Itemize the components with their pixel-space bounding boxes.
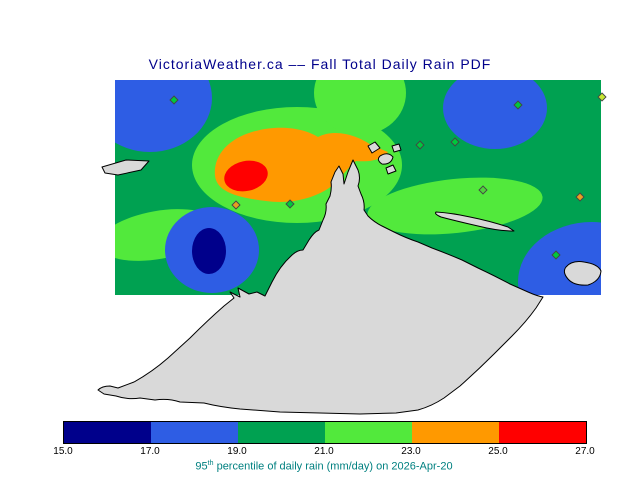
mainland-victoria-saanich — [97, 159, 544, 415]
station-markers — [169, 92, 607, 260]
small-island-1 — [367, 141, 381, 154]
contour-band-25-27-maximum — [224, 160, 268, 192]
coastlines — [97, 141, 602, 415]
colorbar-tick-label: 27.0 — [575, 446, 595, 457]
colorbar-segment — [412, 422, 499, 443]
station-marker — [597, 92, 607, 102]
colorbar-tick-label: 23.0 — [401, 446, 421, 457]
small-island-3 — [391, 143, 402, 153]
caption: 95th percentile of daily rain (mm/day) o… — [63, 460, 585, 473]
station-marker — [415, 140, 425, 150]
island-spit — [435, 211, 515, 232]
colorbar-segment — [238, 422, 325, 443]
caption-superscript: th — [207, 460, 214, 467]
station-marker — [169, 95, 179, 105]
colorbar-segment — [499, 422, 586, 443]
colorbar-tick-label: 15.0 — [53, 446, 73, 457]
contour-band-21-23-east — [367, 177, 543, 235]
station-marker — [551, 250, 561, 260]
contour-band-17-19-northeast — [443, 80, 547, 149]
contour-band-15-17-minimum — [192, 228, 226, 274]
colorbar-segment — [325, 422, 412, 443]
station-marker — [450, 137, 460, 147]
station-marker — [231, 200, 241, 210]
colorbar-tick-label: 25.0 — [488, 446, 508, 457]
station-marker — [285, 199, 295, 209]
station-marker — [513, 100, 523, 110]
contour-band-17-19-northwest — [115, 80, 212, 152]
caption-text: percentile of daily rain (mm/day) on 202… — [213, 460, 453, 473]
colorbar-tick-label: 19.0 — [227, 446, 247, 457]
colorbar-segment — [64, 422, 151, 443]
station-marker — [478, 185, 488, 195]
caption-number: 95 — [195, 460, 208, 473]
southeast-island — [563, 261, 602, 286]
page-title: VictoriaWeather.ca –– Fall Total Daily R… — [148, 56, 492, 72]
colorbar-segment — [151, 422, 238, 443]
colorbar-tick-label: 17.0 — [140, 446, 160, 457]
colorbar-tick-label: 21.0 — [314, 446, 334, 457]
west-peninsula — [101, 159, 150, 176]
colorbar-ticks: 15.0 17.0 19.0 21.0 23.0 25.0 27.0 — [53, 446, 594, 458]
small-island-4 — [385, 164, 397, 175]
colorbar — [63, 421, 587, 444]
contour-band-21-23-top — [314, 80, 406, 135]
station-marker — [575, 192, 585, 202]
small-island-2 — [377, 153, 394, 165]
